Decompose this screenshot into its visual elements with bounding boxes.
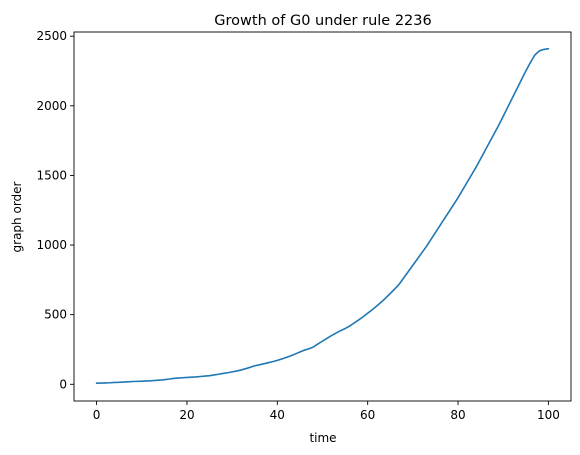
x-tick-label: 40 — [270, 408, 285, 422]
x-tick-label: 20 — [179, 408, 194, 422]
y-tick-label: 1500 — [36, 168, 67, 182]
x-tick-label: 60 — [360, 408, 375, 422]
y-axis-ticks: 0 500 1000 1500 2000 2500 — [36, 29, 74, 391]
x-tick-label: 0 — [93, 408, 101, 422]
y-tick-label: 0 — [59, 377, 67, 391]
plot-area — [73, 31, 572, 402]
y-tick-label: 1000 — [36, 238, 67, 252]
x-tick-label: 80 — [450, 408, 465, 422]
series-line-0 — [95, 47, 550, 384]
x-axis-ticks: 0 20 40 60 80 100 — [93, 401, 560, 422]
x-axis-label: time — [309, 431, 336, 445]
axes-frame — [73, 31, 572, 402]
y-tick-label: 2000 — [36, 99, 67, 113]
y-tick-label: 500 — [44, 308, 67, 322]
chart-title: Growth of G0 under rule 2236 — [214, 13, 431, 29]
x-tick-label: 100 — [537, 408, 560, 422]
y-axis-label: graph order — [10, 181, 24, 252]
y-tick-label: 2500 — [36, 29, 67, 43]
